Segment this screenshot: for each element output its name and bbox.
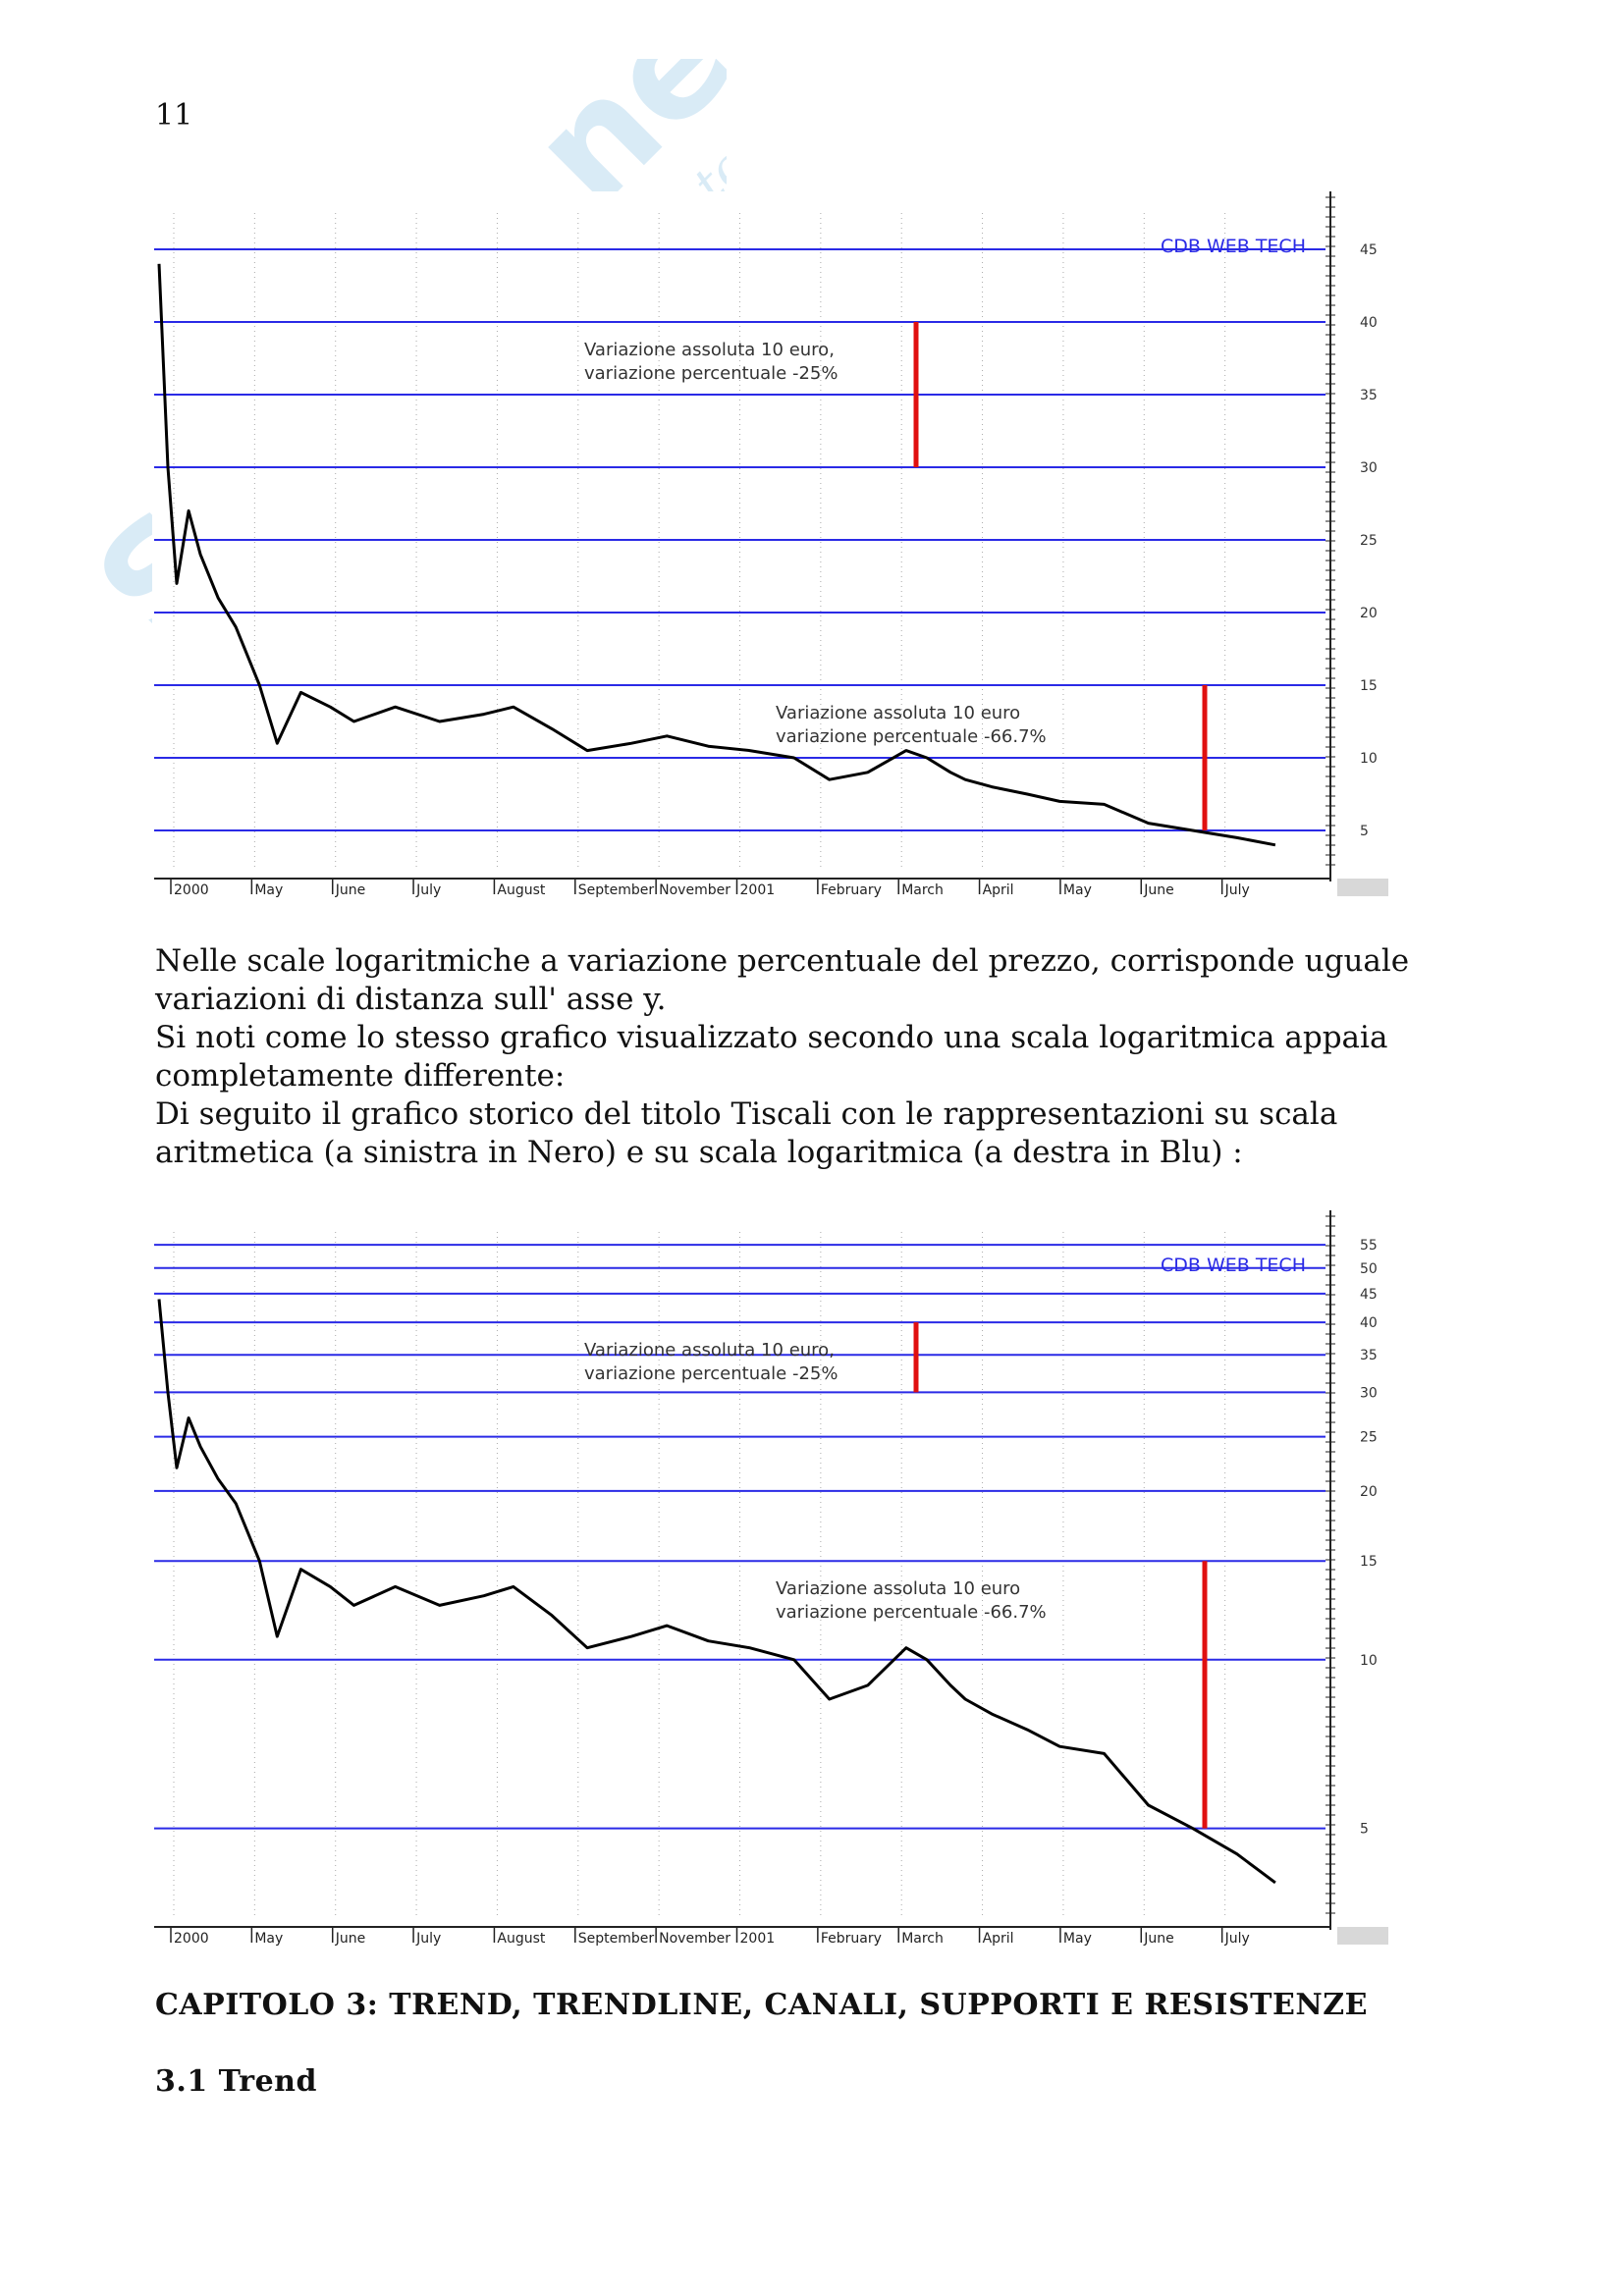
chart-background (152, 191, 1391, 908)
y-tick-label: 40 (1360, 315, 1378, 331)
log-chart-svg: 5 10 15 20 25 30 35 40 45 50 55 2000 May June July Augu… (152, 1210, 1391, 1956)
annotation-text: Variazione assoluta 10 euro, (584, 1340, 835, 1361)
x-tick-label: 2001 (740, 1931, 776, 1947)
x-tick-label: November (659, 1931, 730, 1947)
annotation-text: variazione percentuale -25% (584, 1363, 838, 1384)
y-tick-label: 5 (1360, 824, 1369, 839)
x-tick-label: March (901, 1931, 944, 1947)
x-tick-label: April (983, 882, 1014, 898)
x-tick-label: May (1063, 882, 1092, 898)
y-tick-label: 35 (1360, 388, 1378, 403)
y-tick-label: 25 (1360, 533, 1378, 549)
x-axis-scroll-area (1337, 1927, 1388, 1945)
price-series-line (157, 1299, 1276, 1885)
paragraph-2: Si noti come lo stesso grafico visualizz… (155, 1020, 1388, 1094)
x-tick-label: July (1224, 1931, 1250, 1947)
x-tick-label: November (659, 882, 730, 898)
annotation-text: Variazione assoluta 10 euro, (584, 340, 835, 360)
paragraph-3: Di seguito il grafico storico del titolo… (155, 1096, 1338, 1170)
y-tick-label: 10 (1360, 751, 1378, 767)
y-tick-label: 20 (1360, 1484, 1378, 1500)
linear-price-chart: 5 10 15 20 25 30 35 40 45 2000 May June July August Se… (152, 191, 1391, 908)
x-tick-label: June (335, 1931, 366, 1947)
x-tick-label: September (578, 1931, 655, 1947)
body-text: Nelle scale logaritmiche a variazione pe… (155, 942, 1471, 1172)
y-tick-label: 50 (1360, 1261, 1378, 1277)
x-tick-label: May (1063, 1931, 1092, 1947)
x-tick-label: June (1143, 882, 1174, 898)
chart-background (152, 1210, 1391, 1956)
annotation-text: variazione percentuale -66.7% (776, 726, 1047, 747)
x-tick-label: April (983, 1931, 1014, 1947)
annotation-text: variazione percentuale -66.7% (776, 1602, 1047, 1623)
paragraph-1: Nelle scale logaritmiche a variazione pe… (155, 943, 1410, 1017)
y-tick-label: 20 (1360, 606, 1378, 621)
linear-chart-svg: 5 10 15 20 25 30 35 40 45 2000 May June July August Se… (152, 191, 1391, 908)
x-tick-label: May (254, 1931, 283, 1947)
x-tick-label: June (335, 882, 366, 898)
brand-label: CDB WEB TECH (1161, 1255, 1306, 1276)
x-tick-label: February (821, 882, 882, 898)
y-tick-label: 25 (1360, 1430, 1378, 1446)
x-axis-scroll-area (1337, 879, 1388, 896)
y-tick-label: 15 (1360, 678, 1378, 694)
x-tick-label: July (415, 882, 441, 898)
page-number: 11 (155, 98, 193, 133)
annotation-text: Variazione assoluta 10 euro (776, 703, 1020, 723)
y-tick-label: 30 (1360, 1385, 1378, 1401)
x-tick-label: July (1224, 882, 1250, 898)
annotation-text: variazione percentuale -25% (584, 363, 838, 384)
x-tick-label: March (901, 882, 944, 898)
x-tick-label: August (497, 1931, 546, 1947)
x-tick-label: September (578, 882, 655, 898)
x-tick-label: May (254, 882, 283, 898)
y-tick-label: 30 (1360, 460, 1378, 476)
x-tick-label: 2000 (174, 1931, 209, 1947)
y-tick-label: 5 (1360, 1822, 1369, 1838)
x-tick-label: 2000 (174, 882, 209, 898)
log-price-chart: 5 10 15 20 25 30 35 40 45 50 55 2000 May June July Augu… (152, 1210, 1391, 1956)
y-tick-label: 40 (1360, 1315, 1378, 1331)
y-tick-label: 45 (1360, 1287, 1378, 1303)
annotation-text: Variazione assoluta 10 euro (776, 1578, 1020, 1599)
x-tick-label: August (497, 882, 546, 898)
y-tick-label: 15 (1360, 1554, 1378, 1570)
x-tick-label: June (1143, 1931, 1174, 1947)
price-series-line (157, 263, 1276, 847)
x-tick-label: July (415, 1931, 441, 1947)
y-tick-label: 55 (1360, 1238, 1378, 1254)
section-heading: 3.1 Trend (155, 2064, 317, 2099)
chapter-heading: CAPITOLO 3: TREND, TRENDLINE, CANALI, SU… (155, 1988, 1369, 2022)
x-tick-label: February (821, 1931, 882, 1947)
y-tick-label: 10 (1360, 1653, 1378, 1669)
y-tick-label: 35 (1360, 1348, 1378, 1363)
y-tick-label: 45 (1360, 242, 1378, 258)
brand-label: CDB WEB TECH (1161, 236, 1306, 257)
x-tick-label: 2001 (740, 882, 776, 898)
